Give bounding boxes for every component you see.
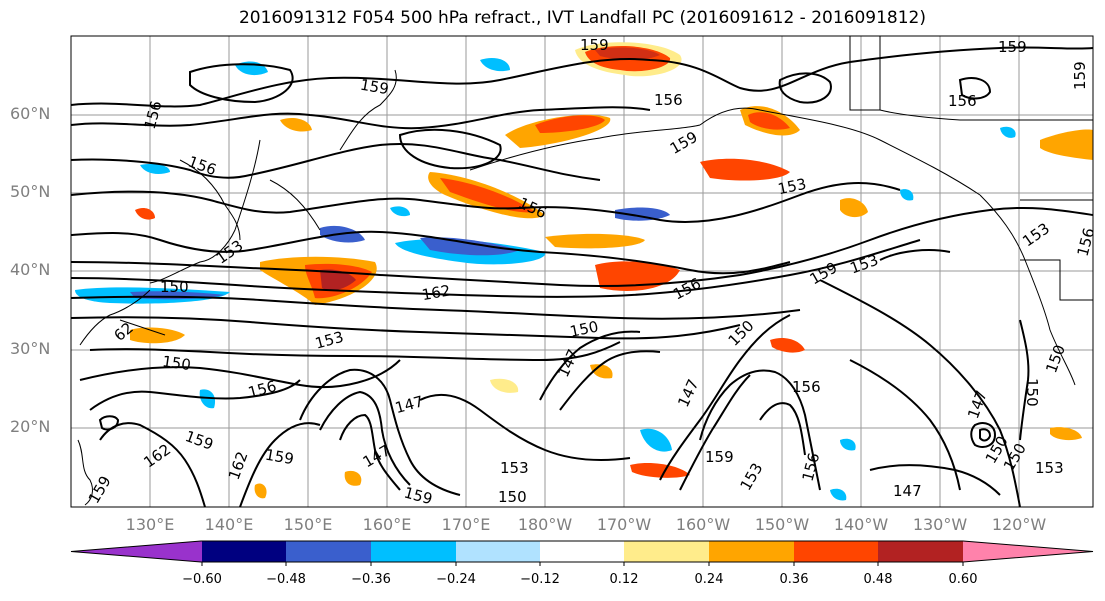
- colorbar-segment: [624, 541, 709, 562]
- contour-label: 159: [705, 448, 734, 466]
- colorbar-tick: 0.60: [948, 572, 978, 587]
- lat-label: 60°N: [10, 104, 51, 123]
- contour-label: 150: [161, 352, 192, 374]
- colorbar-tick: 0.12: [609, 572, 639, 587]
- contour-label: 150: [568, 317, 600, 341]
- contour-label: 156: [1074, 226, 1099, 258]
- lat-label: 20°N: [10, 417, 51, 436]
- contour-label: 159: [1071, 61, 1089, 90]
- colorbar-segment: [456, 541, 540, 562]
- contour-label: 159: [264, 446, 295, 469]
- lon-label: 150°E: [283, 515, 333, 534]
- colorbar-segment: [878, 541, 963, 562]
- lon-label: 130°E: [125, 515, 175, 534]
- lon-label: 170°W: [596, 515, 652, 534]
- lon-label: 140°W: [833, 515, 889, 534]
- colorbar-segment: [709, 541, 794, 562]
- lat-label: 50°N: [10, 182, 51, 201]
- contour-label: 156: [654, 91, 683, 109]
- lon-label: 170°E: [441, 515, 491, 534]
- contour-label: 156: [792, 378, 821, 396]
- colorbar-segment: [963, 541, 1093, 562]
- colorbar-tick: −0.12: [520, 572, 560, 587]
- lon-label: 160°W: [675, 515, 731, 534]
- lon-label: 180°W: [517, 515, 573, 534]
- lon-label: 160°E: [362, 515, 412, 534]
- coastlines: [77, 36, 1093, 506]
- colorbar-segment: [371, 541, 456, 562]
- colorbar-segment: [71, 541, 202, 562]
- colorbar-tick: −0.48: [266, 572, 306, 587]
- contour-label: 147: [893, 482, 922, 500]
- figure-title: 2016091312 F054 500 hPa refract., IVT La…: [238, 8, 926, 28]
- refractivity-contours: [71, 46, 1093, 507]
- colorbar-tick: −0.60: [182, 572, 222, 587]
- contour-label: 162: [420, 281, 451, 304]
- colorbar-segment: [286, 541, 371, 562]
- lat-label: 40°N: [10, 260, 51, 279]
- colorbar-segment: [794, 541, 878, 562]
- contour-label: 153: [776, 175, 808, 199]
- colorbar-tick: −0.24: [436, 572, 476, 587]
- lon-label: 130°W: [912, 515, 968, 534]
- contour-label: 156: [948, 92, 977, 110]
- lat-label: 30°N: [10, 339, 51, 358]
- contour-label: 150: [498, 488, 527, 506]
- contour-label: 153: [1035, 459, 1064, 477]
- colorbar-tick: 0.36: [779, 572, 809, 587]
- map-frame: [70, 35, 1094, 508]
- lon-label: 120°W: [991, 515, 1047, 534]
- contour-label: 153: [500, 459, 529, 477]
- colorbar-tick: 0.24: [694, 572, 724, 587]
- colorbar-segment: [540, 541, 624, 562]
- colorbar-segments: [70, 540, 1094, 566]
- contour-label: 150: [160, 278, 189, 296]
- lon-label: 140°E: [204, 515, 254, 534]
- contour-label: 159: [402, 483, 434, 508]
- colorbar-tick: 0.48: [863, 572, 893, 587]
- contour-label: 159: [359, 76, 390, 99]
- colorbar-tick: −0.36: [351, 572, 391, 587]
- colorbar-outline: [70, 540, 1094, 563]
- contour-label: 150: [1023, 378, 1041, 407]
- contour-labels: 159 159 159 156 156 156 159 156 153 156 …: [85, 36, 1099, 508]
- lon-label: 150°W: [754, 515, 810, 534]
- colorbar-segment: [202, 541, 286, 562]
- contour-label: 159: [580, 36, 609, 54]
- contour-label: 159: [998, 38, 1027, 56]
